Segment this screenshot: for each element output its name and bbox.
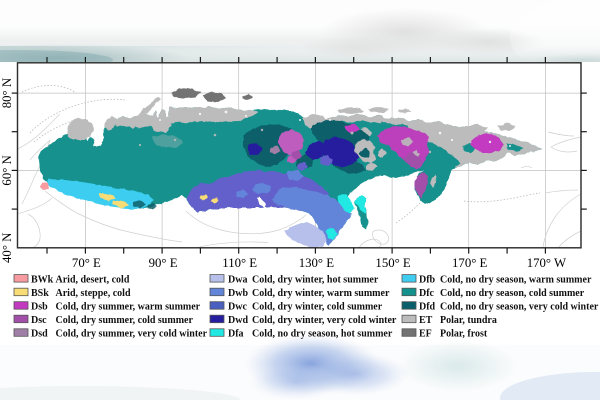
svg-text:Cold, dry winter, very cold wi: Cold, dry winter, very cold winter (252, 315, 397, 326)
svg-text:Dwa: Dwa (228, 274, 247, 285)
svg-text:Dwc: Dwc (228, 301, 247, 312)
svg-text:Cold, no dry season, very cold: Cold, no dry season, very cold winter (440, 301, 599, 312)
svg-text:Cold, dry winter, cold summer: Cold, dry winter, cold summer (252, 301, 383, 312)
svg-text:Dfb: Dfb (419, 274, 436, 285)
svg-text:150° E: 150° E (375, 256, 411, 270)
svg-text:80° N: 80° N (0, 78, 14, 108)
svg-text:Dfa: Dfa (228, 329, 244, 340)
svg-text:Dsc: Dsc (31, 315, 47, 326)
svg-text:Dwd: Dwd (228, 315, 248, 326)
svg-text:Arid, steppe, cold: Arid, steppe, cold (56, 288, 131, 299)
svg-text:Dfd: Dfd (419, 301, 436, 312)
svg-text:170° E: 170° E (452, 256, 488, 270)
svg-text:Cold, dry summer, very cold wi: Cold, dry summer, very cold winter (56, 329, 208, 340)
svg-text:BSk: BSk (31, 288, 49, 299)
svg-text:Arid, desert, cold: Arid, desert, cold (56, 274, 130, 285)
svg-text:Cold, dry summer, cold summer: Cold, dry summer, cold summer (56, 315, 194, 326)
svg-text:110° E: 110° E (222, 256, 257, 270)
svg-text:40° N: 40° N (0, 233, 14, 263)
svg-text:Dfc: Dfc (419, 288, 435, 299)
svg-text:Cold, dry winter, hot summer: Cold, dry winter, hot summer (252, 274, 379, 285)
svg-text:Polar, frost: Polar, frost (440, 329, 488, 340)
svg-text:ET: ET (419, 315, 433, 326)
svg-text:70° E: 70° E (72, 256, 101, 270)
svg-text:170° W: 170° W (527, 256, 567, 270)
svg-text:EF: EF (419, 329, 432, 340)
svg-text:Dwb: Dwb (228, 288, 248, 299)
svg-text:90° E: 90° E (149, 256, 178, 270)
svg-text:Cold, no dry season, hot summe: Cold, no dry season, hot summer (252, 329, 393, 340)
svg-text:Cold, no dry season, warm summ: Cold, no dry season, warm summer (440, 274, 592, 285)
svg-text:Cold, dry winter, warm summer: Cold, dry winter, warm summer (252, 288, 390, 299)
svg-text:Cold, no dry season, cold summ: Cold, no dry season, cold summer (440, 288, 585, 299)
svg-text:Dsb: Dsb (31, 301, 48, 312)
svg-text:BWk: BWk (31, 274, 54, 285)
svg-text:Polar, tundra: Polar, tundra (440, 315, 497, 326)
svg-text:130° E: 130° E (299, 256, 335, 270)
svg-text:60° N: 60° N (0, 155, 14, 185)
svg-text:Cold, dry summer, warm summer: Cold, dry summer, warm summer (56, 301, 201, 312)
svg-text:Dsd: Dsd (31, 329, 48, 340)
